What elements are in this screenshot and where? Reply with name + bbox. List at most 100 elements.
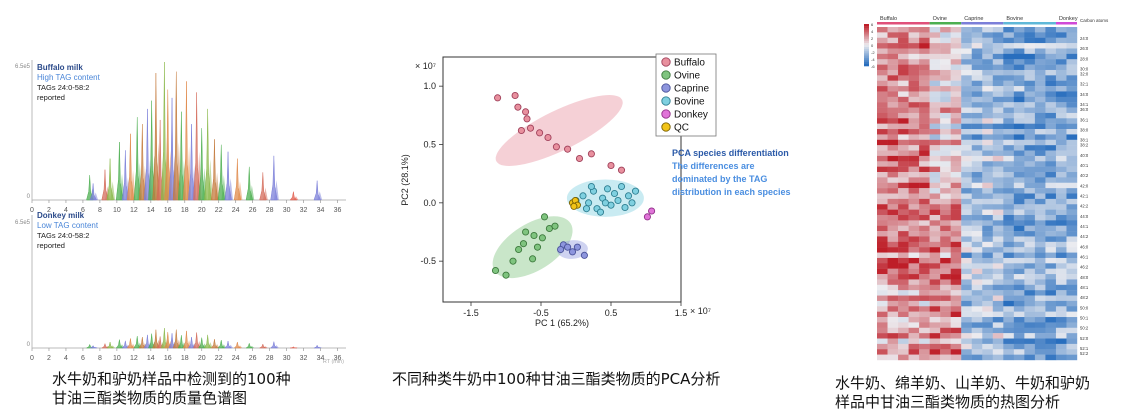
heatmap-cell xyxy=(888,48,899,54)
heatmap-cell xyxy=(888,296,899,302)
scale-swatch xyxy=(864,60,869,62)
pca-legend-label: Caprine xyxy=(674,84,709,95)
heatmap-cell xyxy=(993,236,1004,242)
heatmap-cell xyxy=(1035,172,1046,178)
pca-caption: 不同种类牛奶中100种甘油三酯类物质的PCA分析 xyxy=(392,370,720,389)
heatmap-cell xyxy=(951,38,962,44)
scale-swatch xyxy=(864,43,869,45)
heatmap-cell xyxy=(972,344,983,350)
heatmap-cell xyxy=(982,161,993,167)
heatmap-cell xyxy=(1066,220,1077,226)
heatmap-cell xyxy=(982,81,993,87)
heatmap-cell xyxy=(951,113,962,119)
heatmap-cell xyxy=(909,215,920,221)
heatmap-cell xyxy=(940,274,951,280)
heatmap-cell xyxy=(993,145,1004,151)
heatmap-cell xyxy=(898,306,909,312)
heatmap-cell xyxy=(940,91,951,97)
heatmap-cell xyxy=(1056,156,1067,162)
heatmap-cell xyxy=(909,151,920,157)
pca-point xyxy=(510,258,516,264)
heatmap-cell xyxy=(1056,97,1067,103)
heatmap-cell xyxy=(1045,269,1056,275)
heatmap-cell xyxy=(930,328,941,334)
heatmap-cell xyxy=(972,242,983,248)
heatmap-cell xyxy=(888,151,899,157)
scale-tick-label: -6 xyxy=(871,64,875,69)
heatmap-cell xyxy=(1045,247,1056,253)
heatmap-cell xyxy=(951,124,962,130)
heatmap-cell xyxy=(1003,48,1014,54)
heatmap-cell xyxy=(982,70,993,76)
heatmap-cell xyxy=(1024,65,1035,71)
heatmap-cell xyxy=(1024,210,1035,216)
heatmap-cell xyxy=(1003,263,1014,269)
pca-legend-label: QC xyxy=(674,123,689,134)
heatmap-cell xyxy=(930,236,941,242)
heatmap-cell xyxy=(993,344,1004,350)
scale-swatch xyxy=(864,49,869,51)
heatmap-cell xyxy=(1045,290,1056,296)
heatmap-cell xyxy=(951,344,962,350)
heatmap-cell xyxy=(1014,81,1025,87)
heatmap-cell xyxy=(982,108,993,114)
heatmap-cell xyxy=(1024,247,1035,253)
heatmap-cell xyxy=(972,349,983,355)
heatmap-cell xyxy=(1066,274,1077,280)
heatmap-cell xyxy=(993,140,1004,146)
heatmap-cell xyxy=(919,48,930,54)
heatmap-cell xyxy=(961,274,972,280)
heatmap-cell xyxy=(1045,296,1056,302)
heatmap-cell xyxy=(1003,194,1014,200)
heatmap-cell xyxy=(972,108,983,114)
heatmap-cell xyxy=(877,328,888,334)
heatmap-cell xyxy=(1003,322,1014,328)
heatmap-cell xyxy=(888,258,899,264)
heatmap-cell xyxy=(888,226,899,232)
pca-point xyxy=(515,104,521,110)
heatmap-cell xyxy=(1035,145,1046,151)
heatmap-cell xyxy=(961,108,972,114)
heatmap-cell xyxy=(961,258,972,264)
heatmap-cell xyxy=(930,156,941,162)
heatmap-cell xyxy=(919,43,930,49)
heatmap-cell xyxy=(919,215,930,221)
heatmap-row-label: 42:2 xyxy=(1080,204,1089,209)
heatmap-cell xyxy=(982,183,993,189)
x-tick-label: 0 xyxy=(30,207,34,214)
heatmap-cell xyxy=(1024,242,1035,248)
heatmap-cell xyxy=(877,333,888,339)
heatmap-cell xyxy=(898,285,909,291)
heatmap-cell xyxy=(1056,194,1067,200)
heatmap-cell xyxy=(951,269,962,275)
heatmap-cell xyxy=(1066,188,1077,194)
heatmap-cell xyxy=(930,215,941,221)
heatmap-cell xyxy=(877,231,888,237)
heatmap-cell xyxy=(972,97,983,103)
heatmap-cell xyxy=(961,156,972,162)
heatmap-cell xyxy=(1066,296,1077,302)
heatmap-cell xyxy=(940,306,951,312)
x-tick-label: 34 xyxy=(317,207,325,214)
heatmap-cell xyxy=(1045,253,1056,259)
heatmap-cell xyxy=(1056,140,1067,146)
heatmap-cell xyxy=(972,220,983,226)
heatmap-cell xyxy=(961,328,972,334)
heatmap-row-label: 46:2 xyxy=(1080,265,1089,270)
heatmap-cell xyxy=(919,349,930,355)
heatmap-cell xyxy=(993,81,1004,87)
heatmap-cell xyxy=(1035,183,1046,189)
heatmap-cell xyxy=(898,188,909,194)
pca-point xyxy=(608,162,614,168)
heatmap-cell xyxy=(1045,210,1056,216)
heatmap-cell xyxy=(909,247,920,253)
pca-point xyxy=(518,127,524,133)
heatmap-cell xyxy=(1024,344,1035,350)
heatmap-cell xyxy=(993,167,1004,173)
heatmap-cell xyxy=(1024,226,1035,232)
heatmap-cell xyxy=(1003,290,1014,296)
heatmap-cell xyxy=(898,134,909,140)
heatmap-cell xyxy=(1066,258,1077,264)
heatmap-cell xyxy=(982,322,993,328)
pca-point xyxy=(523,229,529,235)
